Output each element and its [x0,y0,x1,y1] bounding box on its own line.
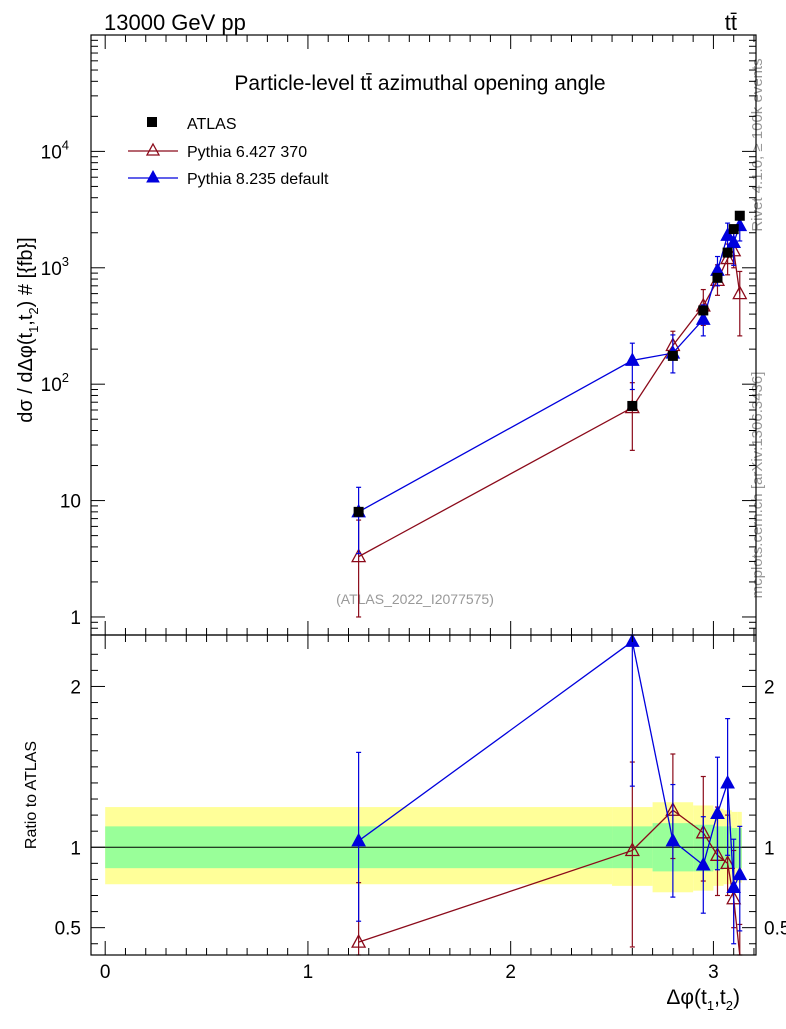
y-tick-label: 103 [41,254,69,280]
ylabel-sub-2: 2 [26,307,41,314]
ratio-y-tick-label-right: 1 [764,838,775,859]
chart-title: Particle-level tt̄ azimuthal opening ang… [234,72,605,95]
legend-marker-pythia8 [146,169,160,183]
data-point-filled-triangle [726,234,742,248]
ratio-xlabel: Δφ(t1,t2) [666,986,740,1013]
data-point-open-triangle [351,933,367,948]
ratio-ylabel: Ratio to ATLAS [23,741,40,849]
xlabel-sub-1: 1 [707,998,714,1013]
data-point-filled-triangle [726,879,742,893]
x-tick-label: 0 [100,962,111,983]
energy-label: 13000 GeV pp [104,10,246,35]
legend-marker-pythia6 [145,142,161,156]
analysis-tag: (ATLAS_2022_I2077575) [336,591,494,607]
data-point-square [712,272,723,283]
data-point-square [728,224,739,235]
legend-label-pythia6: Pythia 6.427 370 [187,144,307,161]
rivet-label: Rivet 4.1.0, ≥ 100k events [749,58,766,231]
data-point-filled-triangle [624,352,640,366]
data-point-square [698,305,709,316]
ylabel-part-b: ,t [15,314,37,326]
ratio-panel: 0.5 0.51 12 20 1 2 3 Ratio to ATLAS Δφ(t1,t2) [23,633,786,1013]
legend-label-pythia8: Pythia 8.235 default [187,171,329,188]
data-point-open-triangle [624,842,640,857]
y-tick-label-base: 10 [41,142,62,163]
data-point-filled-triangle [732,866,748,881]
data-point-filled-triangle [695,856,711,871]
legend-marker-atlas [147,117,157,127]
ratio-y-tick-label-left: 1 [70,838,81,859]
ratio-y-tick-label-left: 0.5 [55,919,81,940]
data-point-square [627,400,638,411]
series-line [358,640,741,888]
xlabel-part-c: ) [733,986,740,1009]
y-tick-label: 104 [41,137,69,163]
ratio-y-tick-label-left: 2 [70,677,81,698]
y-tick-label-base: 10 [41,259,62,280]
ratio-y-tick-label-right: 0.5 [764,919,786,940]
main-panel: Particle-level tt̄ azimuthal opening ang… [15,34,757,636]
band-inner-bin [713,826,724,870]
x-tick-label: 1 [303,962,314,983]
data-point-square [734,210,745,221]
data-point-open-triangle [720,854,736,869]
y-tick-label: 10 [60,492,81,513]
series-line [358,225,741,513]
main-ylabel: dσ / dΔφ(t1,t2) # [{fb}] [15,237,41,422]
data-point-square [667,350,678,361]
series-line [358,249,741,558]
ylabel-part-a: dσ / dΔφ(t [15,332,37,422]
data-point-filled-triangle [695,311,711,325]
x-tick-label: 3 [708,962,719,983]
ratio-y-tick-label-right: 2 [764,677,775,698]
data-point-square [353,506,364,517]
ylabel-sub-1: 1 [26,326,41,333]
y-tick-label-exponent: 4 [62,137,69,152]
xlabel-part-b: ,t [714,986,726,1009]
legend: ATLAS Pythia 6.427 370 Pythia 8.235 defa… [128,116,329,188]
band-inner-bin [731,827,738,869]
y-tick-label-exponent: 2 [62,370,69,385]
process-label: tt̄ [725,10,737,35]
ylabel-part-c: ) # [{fb}] [15,237,37,307]
data-point-filled-triangle [720,774,735,789]
y-tick-label-exponent: 3 [62,254,69,269]
data-point-filled-triangle [351,832,366,847]
data-point-open-triangle [351,548,367,563]
data-point-filled-triangle [665,832,681,847]
xlabel-part-a: Δφ(t [666,986,707,1009]
data-point-filled-triangle [720,227,735,241]
mcplots-label: mcplots.cern.ch [arXiv:1306.3436] [749,372,766,599]
xlabel-sub-2: 2 [726,998,733,1013]
y-tick-label: 102 [41,370,69,396]
data-point-open-triangle [732,285,748,300]
legend-label-atlas: ATLAS [187,116,237,133]
y-tick-label-base: 10 [41,375,62,396]
y-tick-label: 1 [70,608,81,629]
data-point-square [722,247,733,258]
ratio-frame [90,634,757,956]
x-tick-label: 2 [505,962,516,983]
data-point-filled-triangle [710,805,725,819]
